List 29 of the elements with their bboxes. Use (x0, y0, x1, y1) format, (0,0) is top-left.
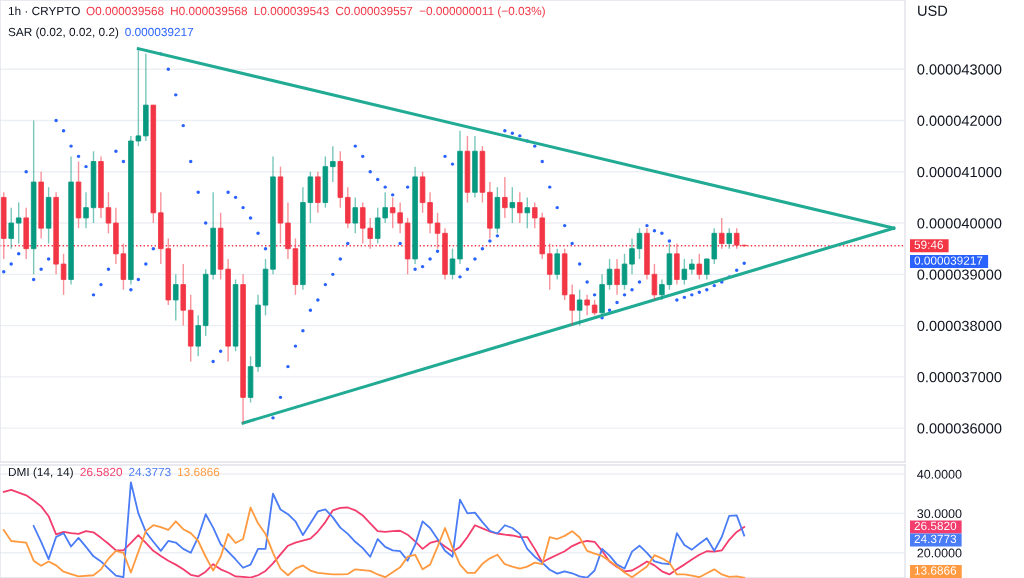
text: 24.3773 (914, 534, 957, 544)
annotation: −0.000000011 (−0.03%) (419, 6, 545, 18)
text: 0.000039217 (914, 256, 983, 265)
chart-title: DMI (14, 14) (8, 467, 73, 479)
y-tick-label: 20.0000 (917, 548, 962, 558)
y-tick-label: 0.000039000 (917, 269, 1002, 280)
annotation: 13.6866 (178, 467, 220, 477)
annotation: C0.000039557 (335, 6, 413, 16)
y-tick-label: 30.0000 (917, 509, 962, 519)
y-tick-label: 40.0000 (917, 469, 962, 479)
y-tick-label: 0.000038000 (917, 320, 1002, 332)
annotation: L0.000039543 (254, 6, 329, 16)
text: 13.6866 (914, 566, 957, 575)
y-tick-label: 0.000040000 (917, 218, 1002, 229)
y-axis-title: USD (918, 5, 948, 16)
y-tick-label: 0.000036000 (917, 423, 1002, 434)
chart-title: 1h · CRYPTO (8, 6, 80, 16)
annotation: 24.3773 (129, 467, 171, 477)
y-tick-label: 0.000042000 (917, 115, 1002, 126)
text: 26.5820 (914, 521, 957, 531)
text: 59:46 (914, 240, 944, 249)
y-tick-label: 0.000043000 (917, 64, 1002, 75)
annotation: 0.000039217 (125, 27, 194, 37)
annotation: O0.000039568 (86, 6, 164, 16)
text: SAR (0.02, 0.02, 0.2) (8, 27, 119, 39)
annotation: H0.000039568 (171, 6, 248, 16)
y-tick-label: 0.000041000 (917, 166, 1002, 178)
annotation: 26.5820 (80, 467, 123, 477)
y-tick-label: 0.000037000 (917, 371, 1002, 383)
